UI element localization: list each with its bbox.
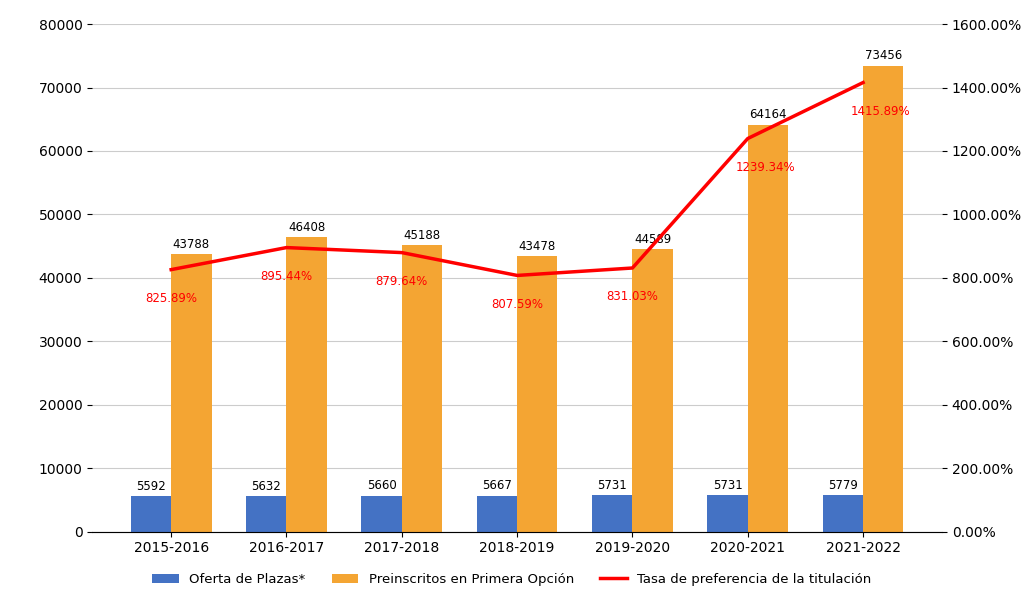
Tasa de preferencia de la titulación <box>511 272 523 279</box>
Tasa de preferencia de la titulación <box>857 79 869 86</box>
Text: 46408: 46408 <box>288 221 326 234</box>
Text: 825.89%: 825.89% <box>145 292 198 305</box>
Text: 5660: 5660 <box>367 480 396 492</box>
Text: 5779: 5779 <box>828 479 858 492</box>
Text: 43788: 43788 <box>173 237 210 251</box>
Text: 879.64%: 879.64% <box>376 275 428 288</box>
Line: Tasa de preferencia de la titulación: Tasa de preferencia de la titulación <box>171 83 863 275</box>
Bar <box>517 255 557 532</box>
Text: 5731: 5731 <box>713 479 742 492</box>
Text: 64164: 64164 <box>750 109 786 121</box>
Bar <box>633 249 673 532</box>
Bar <box>246 496 287 532</box>
Text: 807.59%: 807.59% <box>492 298 543 310</box>
Bar <box>863 66 903 532</box>
Bar <box>592 495 633 532</box>
Text: 5592: 5592 <box>136 480 166 493</box>
Bar <box>171 254 212 532</box>
Text: 5667: 5667 <box>482 480 512 492</box>
Legend: Oferta de Plazas*, Preinscritos en Primera Opción, Tasa de preferencia de la tit: Oferta de Plazas*, Preinscritos en Prime… <box>147 568 877 591</box>
Tasa de preferencia de la titulación <box>627 265 639 272</box>
Bar <box>477 495 517 532</box>
Text: 43478: 43478 <box>519 240 556 252</box>
Bar <box>287 237 327 532</box>
Text: 44589: 44589 <box>634 233 672 246</box>
Text: 5632: 5632 <box>252 480 282 493</box>
Tasa de preferencia de la titulación <box>395 249 408 256</box>
Tasa de preferencia de la titulación <box>741 135 754 142</box>
Text: 831.03%: 831.03% <box>606 290 658 303</box>
Bar <box>708 495 748 532</box>
Bar <box>361 496 401 532</box>
Bar <box>131 496 171 532</box>
Text: 5731: 5731 <box>597 479 627 492</box>
Tasa de preferencia de la titulación <box>165 266 177 273</box>
Text: 1415.89%: 1415.89% <box>851 104 910 118</box>
Text: 1239.34%: 1239.34% <box>735 161 795 174</box>
Text: 73456: 73456 <box>864 50 902 62</box>
Text: 895.44%: 895.44% <box>260 270 312 283</box>
Bar <box>401 245 442 532</box>
Bar <box>748 124 788 532</box>
Bar <box>822 495 863 532</box>
Tasa de preferencia de la titulación <box>281 244 293 251</box>
Text: 45188: 45188 <box>403 229 440 242</box>
